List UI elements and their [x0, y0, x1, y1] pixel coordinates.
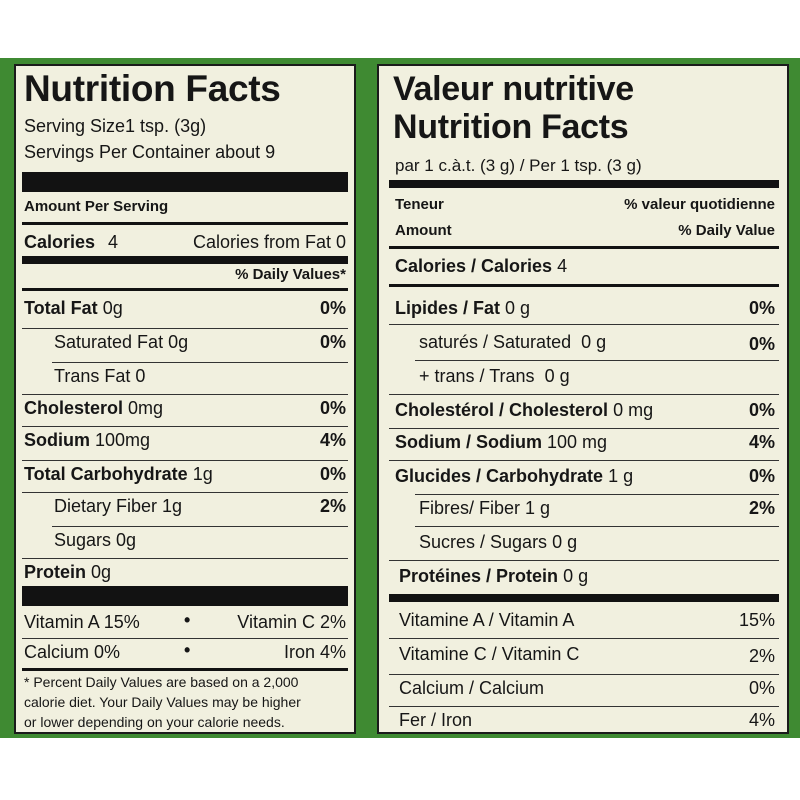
nutrient-row: Total Carbohydrate 1g — [24, 464, 213, 484]
serving-size: Serving Size1 tsp. (3g) — [24, 116, 207, 136]
nutrient-row: saturés / Saturated 0 g — [419, 332, 607, 352]
nutrition-facts-panel-canada: Valeur nutritive Nutrition Facts par 1 c… — [377, 64, 789, 734]
nutrient-dv: 0% — [748, 400, 775, 420]
dv-fr-label: % valeur quotidienne — [624, 196, 775, 213]
dv-en-label: % Daily Value — [678, 222, 775, 239]
vitamin-a: Vitamin A 15% — [24, 612, 140, 632]
nutrient-row: Cholesterol 0mg — [24, 398, 164, 418]
nutrient-row: + trans / Trans 0 g — [419, 366, 570, 386]
divider — [389, 246, 779, 249]
vitamin-c: Vitamin C 2% — [237, 612, 346, 632]
footnote-line: * Percent Daily Values are based on a 2,… — [24, 674, 299, 690]
medium-divider — [389, 594, 779, 602]
vitamin-dv: 15% — [738, 610, 775, 630]
vitamin-row: Fer / Iron — [399, 710, 473, 730]
vitamin-row: Vitamine C / Vitamin C — [399, 644, 580, 664]
footnote-line: calorie diet. Your Daily Values may be h… — [24, 694, 301, 710]
vitamin-dv: 4% — [748, 710, 775, 730]
nutrient-dv: 0% — [319, 332, 346, 352]
bullet: • — [184, 640, 191, 660]
iron: Iron 4% — [283, 642, 346, 662]
nutrient-dv: 4% — [319, 430, 346, 450]
nutrient-dv: 0% — [319, 398, 346, 418]
medium-divider — [389, 180, 779, 188]
serving: par 1 c.à.t. (3 g) / Per 1 tsp. (3 g) — [395, 156, 642, 175]
nutrient-row: Cholestérol / Cholesterol 0 mg — [395, 400, 654, 420]
nutrient-row: Glucides / Carbohydrate 1 g — [395, 466, 634, 486]
panel-title-fr: Valeur nutritive — [393, 70, 634, 108]
nutrient-row: Lipides / Fat 0 g — [395, 298, 531, 318]
amount-per-serving: Amount Per Serving — [24, 198, 169, 215]
nutrient-dv: 4% — [748, 432, 775, 452]
nutrient-dv: 0% — [748, 466, 775, 486]
calories-label: Calories — [24, 232, 96, 252]
vitamin-dv: 2% — [748, 646, 775, 666]
nutrient-row: Sodium 100mg — [24, 430, 151, 450]
calcium: Calcium 0% — [24, 642, 121, 662]
nutrient-dv: 0% — [748, 334, 775, 354]
nutrient-dv: 0% — [748, 298, 775, 318]
vitamin-row: Calcium / Calcium — [399, 678, 545, 698]
nutrient-row: Sucres / Sugars 0 g — [419, 532, 578, 552]
thick-divider — [22, 586, 348, 606]
nutrient-row: Sodium / Sodium 100 mg — [395, 432, 608, 452]
nutrient-row: Trans Fat 0 — [54, 366, 146, 386]
nutrition-facts-panel-us: Nutrition Facts Serving Size1 tsp. (3g) … — [14, 64, 356, 734]
nutrient-row: Sugars 0g — [54, 530, 137, 550]
calories-from-fat: Calories from Fat 0 — [192, 232, 346, 252]
medium-divider — [22, 256, 348, 264]
divider — [22, 668, 348, 671]
nutrient-row: Protein 0g — [24, 562, 112, 582]
divider — [22, 288, 348, 291]
bullet: • — [184, 610, 191, 630]
divider — [22, 222, 348, 225]
nutrient-dv: 2% — [319, 496, 346, 516]
vitamin-dv: 0% — [748, 678, 775, 698]
panel-title-en: Nutrition Facts — [393, 108, 629, 146]
nutrient-row: Fibres/ Fiber 1 g — [419, 498, 551, 518]
footnote-line: or lower depending on your calorie needs… — [24, 714, 285, 730]
nutrient-row: Total Fat 0g — [24, 298, 123, 318]
vitamin-row: Vitamine A / Vitamin A — [399, 610, 575, 630]
teneur-label: Teneur — [395, 196, 444, 213]
nutrient-row: Protéines / Protein 0 g — [399, 566, 589, 586]
nutrient-row: Saturated Fat 0g — [54, 332, 189, 352]
panel-title: Nutrition Facts — [24, 68, 281, 109]
nutrient-dv: 0% — [319, 298, 346, 318]
nutrient-dv: 2% — [748, 498, 775, 518]
nutrient-row: Dietary Fiber 1g — [54, 496, 183, 516]
thick-divider — [22, 172, 348, 192]
calories-row: Calories / Calories 4 — [395, 256, 568, 276]
calories-value: 4 — [108, 232, 119, 252]
daily-values-header: % Daily Values* — [235, 266, 346, 283]
divider — [389, 284, 779, 287]
amount-label: Amount — [395, 222, 452, 239]
servings-per-container: Servings Per Container about 9 — [24, 142, 276, 162]
nutrient-dv: 0% — [319, 464, 346, 484]
